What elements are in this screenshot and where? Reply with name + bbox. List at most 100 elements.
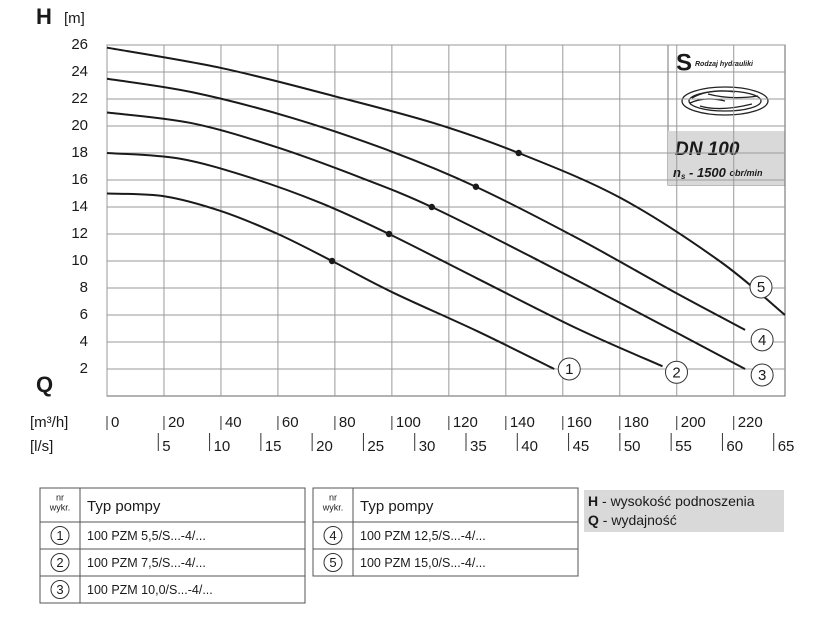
table-border xyxy=(39,487,306,604)
table-header: nr xyxy=(329,492,337,502)
table-cell: 100 PZM 15,0/S...-4/... xyxy=(360,556,486,570)
curve-label: 3 xyxy=(758,367,766,384)
table-header: wykr. xyxy=(49,502,71,512)
table-header: wykr. xyxy=(322,502,344,512)
y-tick-label: 6 xyxy=(80,306,88,323)
table-border xyxy=(312,487,579,577)
ns-unit: obr/min xyxy=(730,168,764,178)
x2-tick-label: 35 xyxy=(470,438,487,455)
hydraulics-box: S Rodzaj hydrauliki DN 100 ns - 1500 obr… xyxy=(667,44,786,186)
x-tick-label: 40 xyxy=(225,414,242,431)
table-cell: 5 xyxy=(329,555,336,570)
curve-label: 1 xyxy=(565,361,573,378)
curve-label-ring xyxy=(665,360,689,384)
duty-point xyxy=(515,149,522,157)
x-tick-label: 100 xyxy=(396,414,421,431)
duty-point xyxy=(328,257,336,265)
impeller-icon xyxy=(681,86,769,116)
table-cell: 100 PZM 5,5/S...-4/... xyxy=(87,529,206,543)
table-cell: 100 PZM 10,0/S...-4/... xyxy=(87,583,213,597)
y-tick-label: 4 xyxy=(80,333,88,350)
x-label: Q xyxy=(36,372,53,397)
x2-tick-label: 15 xyxy=(265,438,282,455)
x2-tick-label: 65 xyxy=(778,438,795,455)
table-ring xyxy=(50,553,70,572)
x-tick-label: 180 xyxy=(624,414,649,431)
curve xyxy=(106,77,746,331)
table-header: nr xyxy=(56,492,64,502)
x2-tick-label: 10 xyxy=(214,438,231,455)
notes-box xyxy=(584,490,784,532)
y-label: H xyxy=(36,4,52,29)
curve xyxy=(106,111,746,370)
box-shade xyxy=(668,131,785,185)
hydraulic-label: Rodzaj hydrauliki xyxy=(695,61,754,68)
curve xyxy=(106,46,786,316)
y-tick-label: 26 xyxy=(71,36,88,53)
x2-tick-label: 20 xyxy=(316,438,333,455)
x2-unit: [l/s] xyxy=(30,438,53,455)
curve-label-ring xyxy=(750,363,774,387)
x2-tick-label: 25 xyxy=(367,438,384,455)
x2-tick-label: 50 xyxy=(624,438,641,455)
curve-label: 5 xyxy=(757,279,765,296)
table-header: Typ pompy xyxy=(360,498,434,515)
ns-s: s xyxy=(681,172,686,181)
x2-tick-label: 40 xyxy=(521,438,538,455)
table-cell: 2 xyxy=(56,555,63,570)
note: H - wysokość podnoszenia xyxy=(588,493,755,509)
table-cell: 100 PZM 12,5/S...-4/... xyxy=(360,529,486,543)
note: Q - wydajność xyxy=(588,512,677,528)
curve xyxy=(106,152,663,368)
note-text: - wydajność xyxy=(599,512,677,528)
curve-label-ring xyxy=(749,275,773,299)
dn: DN 100 xyxy=(675,139,740,160)
y-tick-label: 18 xyxy=(71,144,88,161)
duty-point xyxy=(428,203,435,211)
curve-label: 4 xyxy=(758,332,766,349)
duty-point xyxy=(472,183,480,190)
table-cell: 100 PZM 7,5/S...-4/... xyxy=(87,556,206,570)
curve-label-ring xyxy=(557,357,581,381)
duty-point xyxy=(385,230,393,238)
x-tick-label: 20 xyxy=(168,414,185,431)
x2-tick-label: 5 xyxy=(162,438,170,455)
x-tick-label: 220 xyxy=(738,414,763,431)
y-unit: [m] xyxy=(64,10,85,27)
ns-text: - 1500 xyxy=(685,165,729,180)
x2-tick-label: 45 xyxy=(573,438,590,455)
x-tick-label: 0 xyxy=(111,414,119,431)
table-ring xyxy=(323,553,343,572)
curve-label: 2 xyxy=(672,364,680,381)
y-tick-label: 16 xyxy=(71,171,88,188)
table-cell: 3 xyxy=(56,582,63,597)
y-tick-label: 22 xyxy=(71,90,88,107)
y-tick-label: 24 xyxy=(71,63,88,80)
x-tick-label: 200 xyxy=(681,414,706,431)
table-cell: 4 xyxy=(329,528,336,543)
note-key: Q xyxy=(588,512,599,528)
y-tick-label: 10 xyxy=(71,252,88,269)
table-header: Typ pompy xyxy=(87,498,161,515)
x-tick-label: 120 xyxy=(453,414,478,431)
note-text: - wysokość podnoszenia xyxy=(598,493,755,509)
y-tick-label: 2 xyxy=(80,360,88,377)
table-ring xyxy=(50,580,70,599)
y-tick-label: 12 xyxy=(71,225,88,242)
y-tick-label: 8 xyxy=(80,279,88,296)
x2-tick-label: 30 xyxy=(419,438,436,455)
x-tick-label: 160 xyxy=(567,414,592,431)
x-tick-label: 60 xyxy=(282,414,299,431)
table-ring xyxy=(323,526,343,545)
y-tick-label: 14 xyxy=(71,198,88,215)
curve-label-ring xyxy=(750,328,774,352)
curve xyxy=(106,192,555,370)
y-tick-label: 20 xyxy=(71,117,88,134)
table-ring xyxy=(50,526,70,545)
x2-tick-label: 55 xyxy=(675,438,692,455)
table-cell: 1 xyxy=(56,528,63,543)
x-unit: [m³/h] xyxy=(30,414,68,431)
